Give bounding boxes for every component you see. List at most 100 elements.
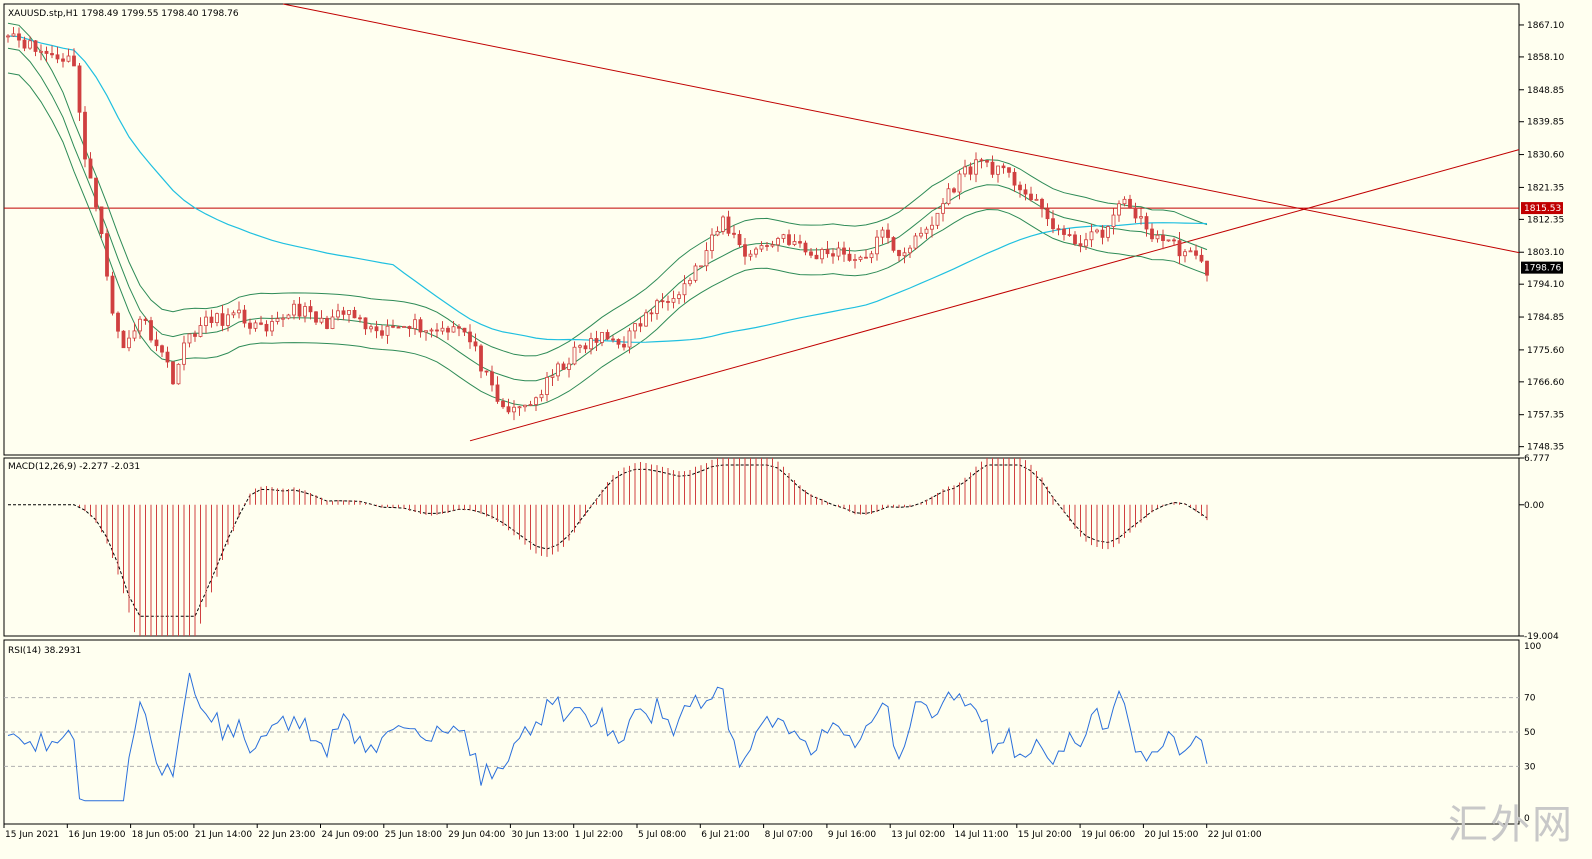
candle-body [1117,203,1121,216]
candle-body [1128,198,1132,209]
candle-body [165,351,170,363]
candle-body [413,319,417,329]
candle-body [303,306,307,317]
candle-body [501,400,505,408]
candle-body [385,325,390,336]
candle-body [1040,198,1044,210]
candle-body [270,321,274,332]
candle-body [930,224,934,230]
candle-body [1144,216,1149,230]
candle-body [33,40,38,52]
candle-body [143,318,148,321]
candle-body [941,203,945,214]
candle-body [215,313,219,324]
candle-body [792,241,797,245]
candle-body [105,233,109,277]
candle-body [968,166,973,175]
candle-body [402,326,406,328]
candle-body [330,316,335,329]
candle-body [462,327,467,333]
candle-body [1139,216,1143,219]
candle-body [803,242,808,253]
candle-body [831,253,835,257]
candle-body [374,326,379,332]
candle-body [913,235,918,249]
price-axis-label: 1867.10 [1527,21,1564,31]
time-axis-label: 14 Jul 11:00 [955,830,1009,840]
time-axis-label: 22 Jul 01:00 [1208,830,1262,840]
candle-body [655,300,659,314]
time-axis-label: 25 Jun 18:00 [385,830,442,840]
candle-body [1007,167,1011,173]
candle-body [627,330,632,348]
current-price-label: 1798.76 [1524,264,1561,274]
candle-body [391,325,395,328]
candle-body [1073,234,1077,245]
candle-body [121,330,126,349]
time-axis-label: 24 Jun 09:00 [322,830,379,840]
candle-body [297,303,302,317]
candle-body [754,248,758,255]
time-axis-label: 21 Jun 14:00 [195,830,252,840]
candle-body [891,237,896,251]
candle-body [600,332,604,343]
candle-body [347,310,351,315]
candle-body [396,326,401,329]
candle-body [864,256,868,259]
candle-body [204,316,208,326]
candle-body [847,253,852,261]
time-axis-label: 30 Jun 13:00 [511,830,568,840]
candle-body [765,245,769,247]
candle-body [336,310,340,318]
candle-body [176,363,181,385]
price-axis-label: 1784.85 [1527,313,1564,323]
candle-body [132,330,137,339]
candle-body [264,323,269,332]
candle-body [1172,239,1176,242]
candle-body [292,303,296,316]
candle-body [1133,207,1138,219]
candle-body [605,332,610,340]
candle-body [704,250,709,267]
candle-body [578,345,582,348]
time-axis-label: 9 Jul 16:00 [828,830,877,840]
price-axis-label: 1748.35 [1527,443,1564,453]
candle-body [776,238,780,246]
candle-body [72,55,76,67]
candle-body [517,406,522,409]
ascending-trendline [469,149,1520,442]
time-axis-label: 18 Jun 05:00 [132,830,189,840]
candle-body [182,342,186,365]
candle-body [886,229,890,238]
candle-body [1161,234,1165,241]
candle-body [44,50,49,54]
candle-body [693,265,698,281]
candle-body [468,331,472,343]
candle-body [1095,229,1099,233]
candle-body [1183,251,1187,257]
macd-axis-label: -19.004 [1524,632,1559,642]
macd-axis-label: 6.777 [1524,454,1550,464]
candle-body [242,309,247,324]
candle-body [1150,228,1154,240]
candle-body [154,339,159,347]
time-axis-label: 13 Jul 02:00 [891,830,945,840]
candle-body [1045,208,1050,220]
bb-lower [7,72,1208,407]
candle-body [952,188,956,193]
symbol-header: XAUUSD.stp,H1 1798.49 1799.55 1798.40 17… [8,9,239,19]
candle-body [11,33,16,37]
candle-body [457,326,461,329]
candle-body [28,40,32,49]
candle-body [325,317,329,329]
candle-body [820,249,824,260]
candle-body [798,241,802,244]
candle-body [534,397,538,405]
candle-body [644,312,648,327]
candle-body [682,283,687,296]
candle-body [1155,234,1160,240]
main-panel-frame [3,3,1520,456]
candle-body [594,338,599,343]
